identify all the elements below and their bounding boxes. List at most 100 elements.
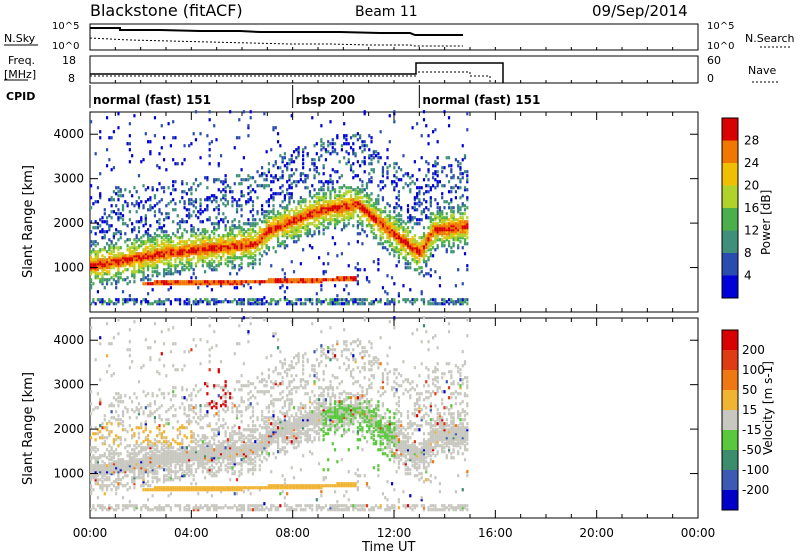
velocity-cell bbox=[96, 468, 100, 472]
power-cell bbox=[290, 218, 293, 222]
power-cell bbox=[450, 246, 453, 250]
power-cell bbox=[194, 236, 198, 240]
power-cell bbox=[329, 210, 332, 214]
power-cell bbox=[256, 212, 259, 216]
power-cell bbox=[338, 202, 341, 206]
power-cell bbox=[94, 240, 97, 244]
velocity-cell bbox=[121, 414, 125, 418]
power-cell bbox=[235, 234, 239, 238]
power-cell bbox=[356, 200, 359, 204]
power-cell bbox=[144, 246, 147, 250]
power-cell bbox=[454, 218, 457, 222]
power-cell bbox=[466, 216, 469, 220]
velocity-cell bbox=[192, 462, 195, 466]
power-cell bbox=[112, 246, 115, 250]
power-cell bbox=[459, 226, 462, 230]
power-cell bbox=[354, 134, 357, 138]
power-cell bbox=[393, 220, 396, 224]
power-cell bbox=[169, 286, 172, 290]
power-cell bbox=[153, 266, 157, 270]
power-cell bbox=[429, 298, 432, 302]
power-cell bbox=[265, 230, 268, 234]
power-cell bbox=[156, 188, 159, 192]
power-cell bbox=[108, 264, 111, 268]
velocity-cell bbox=[183, 474, 186, 478]
power-cell bbox=[174, 202, 177, 206]
power-cell bbox=[416, 186, 419, 190]
power-cell bbox=[409, 240, 412, 244]
power-cell bbox=[466, 178, 469, 182]
power-cell bbox=[261, 174, 264, 178]
velocity-cell bbox=[96, 466, 100, 470]
velocity-cell bbox=[115, 486, 118, 490]
power-cell bbox=[372, 168, 375, 172]
power-cell bbox=[340, 194, 343, 198]
power-cell bbox=[422, 226, 426, 230]
power-cell bbox=[425, 240, 428, 244]
power-cell bbox=[295, 232, 298, 236]
power-cell bbox=[276, 226, 280, 230]
power-cell bbox=[199, 258, 202, 262]
power-cell bbox=[324, 192, 328, 196]
velocity-cell bbox=[206, 412, 209, 416]
power-cell bbox=[156, 274, 159, 278]
velocity-cell bbox=[137, 452, 141, 456]
power-cell bbox=[231, 256, 234, 260]
power-cell bbox=[349, 166, 353, 170]
velocity-cell bbox=[131, 436, 134, 440]
power-cell bbox=[386, 230, 389, 234]
power-cell bbox=[110, 266, 113, 270]
velocity-cell bbox=[188, 470, 191, 474]
power-cell bbox=[133, 270, 136, 274]
velocity-cell bbox=[172, 454, 175, 458]
power-cell bbox=[381, 172, 385, 176]
velocity-cell bbox=[178, 486, 182, 490]
power-cell bbox=[144, 262, 147, 266]
power-cell bbox=[149, 198, 152, 202]
power-cell bbox=[329, 212, 332, 216]
power-cell bbox=[176, 282, 179, 286]
velocity-cell bbox=[90, 492, 93, 496]
power-cell bbox=[318, 208, 321, 212]
power-cell bbox=[137, 258, 141, 262]
velocity-cell bbox=[90, 468, 93, 472]
power-cell bbox=[436, 206, 439, 210]
power-cell bbox=[256, 170, 259, 174]
power-cell bbox=[137, 264, 141, 268]
power-cell bbox=[286, 280, 289, 284]
power-cell bbox=[153, 258, 157, 262]
power-cell bbox=[411, 242, 414, 246]
power-cell bbox=[92, 262, 95, 266]
velocity-cell bbox=[192, 506, 195, 510]
velocity-cell bbox=[201, 486, 204, 490]
power-cell bbox=[131, 274, 134, 278]
power-cell bbox=[165, 240, 168, 244]
power-cell bbox=[340, 206, 343, 210]
power-cell bbox=[153, 252, 157, 256]
power-cell bbox=[333, 278, 337, 282]
power-cell bbox=[274, 192, 277, 196]
power-cell bbox=[242, 244, 245, 248]
power-cell bbox=[247, 186, 250, 190]
power-cell bbox=[117, 252, 120, 256]
power-cell bbox=[370, 198, 373, 202]
power-cell bbox=[101, 278, 104, 282]
power-cell bbox=[238, 240, 241, 244]
power-cell bbox=[147, 240, 150, 244]
power-cell bbox=[441, 216, 444, 220]
power-cell bbox=[347, 242, 350, 246]
power-cell bbox=[438, 238, 442, 242]
velocity-cell bbox=[126, 410, 129, 414]
power-cell bbox=[279, 204, 282, 208]
power-cell bbox=[427, 248, 430, 252]
power-cell bbox=[204, 198, 207, 202]
velocity-cell bbox=[142, 462, 145, 466]
velocity-cell bbox=[105, 354, 109, 358]
power-cell bbox=[144, 300, 147, 304]
power-cell bbox=[224, 186, 227, 190]
power-cell bbox=[308, 190, 312, 194]
power-cell bbox=[363, 194, 366, 198]
power-cell bbox=[267, 234, 271, 238]
velocity-cell bbox=[90, 484, 93, 488]
power-cell bbox=[117, 212, 120, 216]
